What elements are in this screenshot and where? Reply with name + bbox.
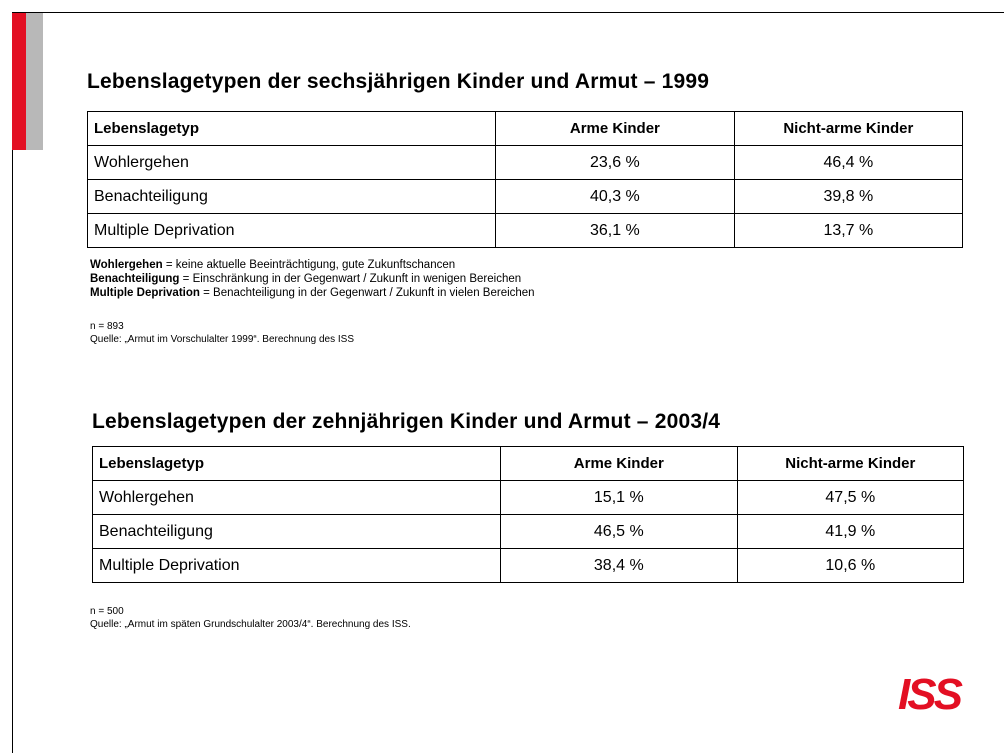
table-row: Multiple Deprivation 36,1 % 13,7 % <box>86 213 964 248</box>
data-table: Lebenslagetyp Arme Kinder Nicht-arme Kinde… <box>92 446 965 583</box>
note-definition: = Einschränkung in der Gegenwart / Zukun… <box>182 273 522 285</box>
table-cell: 36,1 % <box>495 213 735 248</box>
source: Quelle: „Armut im Vorschulalter 1999“. B… <box>90 334 355 345</box>
slide: Lebenslagetypen der sechsjährigen Kinder… <box>12 12 1004 753</box>
note-definition: = keine aktuelle Beeinträchtigung, gute … <box>165 259 456 271</box>
source-block: n = 500 Quelle: „Armut im späten Grundsch… <box>90 605 411 631</box>
table-cell: 15,1 % <box>499 480 738 515</box>
header-cell: Arme Kinder <box>499 446 738 481</box>
accent-red <box>12 13 26 150</box>
table-cell: 47,5 % <box>736 480 965 515</box>
table-cell: Wohlergehen <box>92 480 501 515</box>
note-term: Wohlergehen <box>90 259 163 271</box>
table-row: Wohlergehen 23,6 % 46,4 % <box>86 145 964 180</box>
header-row: Lebenslagetyp Arme Kinder Nicht-arme Kinde… <box>92 446 965 481</box>
table-cell: 40,3 % <box>495 179 735 214</box>
data-table: Lebenslagetyp Arme Kinder Nicht-arme Kinde… <box>86 111 964 248</box>
source-block: n = 893 Quelle: „Armut im Vorschulalter 1… <box>90 320 354 346</box>
note-line: Multiple Deprivation = Benachteiligung i… <box>90 286 535 300</box>
note-term: Benachteiligung <box>90 273 180 285</box>
note-line: Benachteiligung = Einschränkung in der G… <box>90 272 535 286</box>
table-cell: 13,7 % <box>733 213 964 248</box>
table-cell: Multiple Deprivation <box>86 213 497 248</box>
header-row: Lebenslagetyp Arme Kinder Nicht-arme Kinde… <box>86 111 964 146</box>
note-definition: = Benachteiligung in der Gegenwart / Zuk… <box>203 287 535 299</box>
table-cell: Wohlergehen <box>86 145 497 180</box>
header-cell: Arme Kinder <box>495 111 735 146</box>
table-row: Benachteiligung 40,3 % 39,8 % <box>86 179 964 214</box>
table-row: Benachteiligung 46,5 % 41,9 % <box>92 514 965 549</box>
note-line: Wohlergehen = keine aktuelle Beeinträcht… <box>90 258 535 272</box>
section-title: Lebenslagetypen der zehnjährigen Kinder … <box>92 410 721 433</box>
table-cell: 23,6 % <box>495 145 735 180</box>
sample-size: n = 893 <box>90 321 124 332</box>
header-cell: Lebenslagetyp <box>86 111 497 146</box>
sample-size: n = 500 <box>90 606 124 617</box>
accent-gray <box>26 13 43 150</box>
legend-notes: Wohlergehen = keine aktuelle Beeinträcht… <box>90 258 535 300</box>
logo: ISS <box>898 670 963 719</box>
header-cell: Nicht-arme Kinder <box>736 446 965 481</box>
table-row: Multiple Deprivation 38,4 % 10,6 % <box>92 548 965 583</box>
table-cell: 46,5 % <box>499 514 738 549</box>
table-cell: 38,4 % <box>499 548 738 583</box>
table-row: Wohlergehen 15,1 % 47,5 % <box>92 480 965 515</box>
table-cell: 10,6 % <box>736 548 965 583</box>
section-title: Lebenslagetypen der sechsjährigen Kinder… <box>87 70 710 93</box>
table-cell: Benachteiligung <box>86 179 497 214</box>
table-cell: Benachteiligung <box>92 514 501 549</box>
note-term: Multiple Deprivation <box>90 287 200 299</box>
header-cell: Nicht-arme Kinder <box>733 111 964 146</box>
source: Quelle: „Armut im späten Grundschulalter… <box>90 619 411 630</box>
table-cell: 46,4 % <box>733 145 964 180</box>
table-cell: Multiple Deprivation <box>92 548 501 583</box>
frame <box>12 12 1004 753</box>
table-cell: 41,9 % <box>736 514 965 549</box>
table-cell: 39,8 % <box>733 179 964 214</box>
header-cell: Lebenslagetyp <box>92 446 501 481</box>
